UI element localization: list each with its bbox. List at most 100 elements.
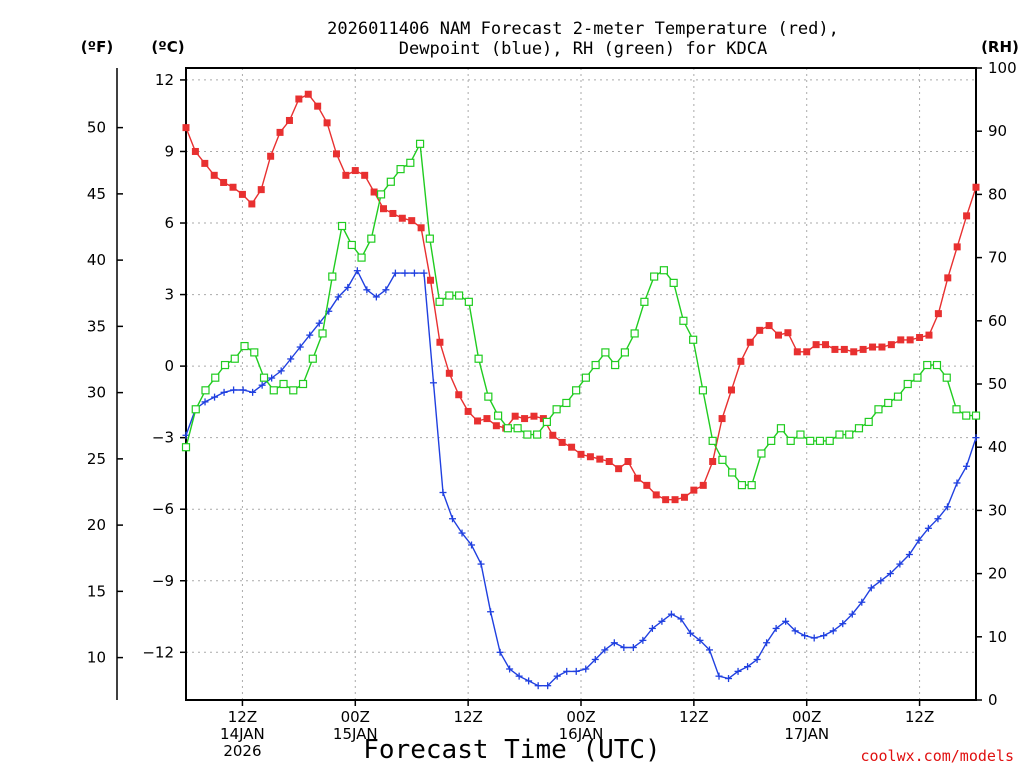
dewpoint-point-5	[230, 386, 238, 394]
rh-point-22	[396, 165, 405, 174]
temperature-point-4	[220, 178, 228, 186]
temperature-point-0	[182, 124, 190, 132]
temperature-point-79	[925, 331, 933, 339]
dewpoint-point-80	[943, 503, 951, 511]
dewpoint-point-42	[582, 665, 590, 673]
dewpoint-point-26	[429, 379, 437, 387]
rh-point-48	[650, 272, 659, 281]
rh-point-19	[367, 234, 376, 243]
dewpoint-point-81	[953, 479, 961, 487]
rh-tick-label-0: 100	[988, 59, 1017, 77]
rh-point-20	[376, 190, 386, 199]
temperature-point-42	[577, 450, 585, 458]
rh-point-78	[942, 373, 951, 382]
credit-text: coolwx.com/models	[860, 747, 1014, 765]
temperature-point-16	[332, 150, 340, 158]
temperature-point-74	[878, 343, 886, 351]
temperature-point-69	[831, 345, 839, 353]
temperature-point-5	[229, 183, 237, 191]
temperature-point-66	[803, 348, 811, 356]
dewpoint-point-47	[629, 644, 637, 652]
dewpoint-point-31	[477, 560, 485, 568]
dewpoint-point-51	[667, 610, 675, 618]
rh-tick-label-4: 60	[988, 312, 1007, 330]
dewpoint-point-57	[725, 675, 733, 683]
dewpoint-point-50	[658, 617, 666, 625]
temperature-point-21	[380, 205, 387, 213]
rh-point-42	[591, 360, 600, 370]
rh-point-1	[191, 405, 200, 414]
dewpoint-point-66	[810, 634, 818, 642]
temperature-point-7	[248, 200, 256, 208]
rh-point-56	[728, 468, 737, 477]
rh-point-72	[884, 398, 893, 408]
dewpoint-point-25	[420, 269, 428, 277]
x-tick-label-0-2: 2026	[223, 742, 261, 760]
rh-point-25	[425, 234, 434, 243]
dewpoint-point-32	[487, 608, 495, 616]
temperature-point-50	[652, 491, 660, 499]
temperature-point-71	[850, 348, 858, 356]
series-dewpoint	[182, 267, 980, 690]
temperature-point-39	[549, 431, 557, 439]
dewpoint-point-82	[962, 462, 970, 470]
temperature-point-13	[304, 90, 312, 98]
temperature-point-63	[775, 331, 782, 339]
rh-point-66	[825, 436, 834, 445]
rh-tick-label-1: 90	[988, 122, 1007, 140]
temperature-point-77	[906, 336, 914, 344]
rh-point-55	[718, 455, 727, 464]
x-tick-label-5-1: 17JAN	[784, 725, 829, 743]
dewpoint-point-0	[182, 431, 190, 439]
temperature-point-73	[869, 343, 877, 351]
fahrenheit-tick-label-5: 25	[87, 450, 106, 468]
dewpoint-point-77	[915, 536, 923, 544]
rh-tick-label-10: 0	[988, 691, 998, 709]
rh-line	[185, 141, 976, 486]
fahrenheit-tick-label-4: 30	[87, 384, 106, 402]
dewpoint-point-55	[705, 646, 713, 654]
celsius-tick-label-6: −6	[152, 500, 174, 518]
rh-point-60	[767, 436, 776, 445]
dewpoint-point-39	[553, 672, 561, 680]
dewpoint-point-52	[677, 615, 685, 623]
dewpoint-point-33	[496, 648, 504, 656]
rh-tick-label-8: 20	[988, 565, 1007, 583]
rh-point-5	[230, 354, 239, 363]
temperature-point-68	[822, 341, 830, 349]
dewpoint-point-22	[391, 269, 399, 277]
rh-point-58	[747, 481, 756, 490]
x-tick-label-5-0: 00Z	[792, 708, 821, 726]
rh-point-54	[708, 436, 717, 445]
dewpoint-point-36	[525, 677, 533, 685]
rh-point-53	[698, 386, 708, 395]
temperature-point-30	[464, 407, 472, 415]
fahrenheit-tick-label-3: 35	[87, 317, 106, 335]
dewpoint-point-63	[782, 617, 790, 625]
dewpoint-point-70	[848, 610, 856, 618]
temperature-point-80	[934, 310, 942, 318]
dewpoint-point-45	[610, 639, 618, 647]
dewpoint-point-43	[591, 655, 599, 663]
dewpoint-point-53	[686, 629, 694, 637]
celsius-tick-label-4: 0	[164, 357, 174, 375]
temperature-point-62	[765, 322, 773, 330]
rh-point-80	[962, 411, 971, 420]
fahrenheit-tick-label-8: 10	[87, 649, 106, 667]
unit-rh: (RH)	[981, 38, 1019, 56]
rh-point-61	[776, 424, 786, 433]
dewpoint-point-28	[449, 515, 457, 523]
celsius-tick-label-5: −3	[152, 429, 174, 447]
rh-point-40	[572, 386, 581, 395]
temperature-point-14	[314, 102, 322, 110]
temperature-point-82	[953, 243, 961, 251]
dewpoint-point-54	[696, 636, 704, 644]
rh-point-2	[201, 386, 210, 395]
temperature-point-75	[887, 341, 895, 349]
temperature-point-76	[897, 336, 905, 344]
dewpoint-point-74	[886, 570, 894, 578]
temperature-point-25	[417, 224, 425, 232]
rh-point-45	[620, 348, 629, 357]
dewpoint-point-21	[382, 286, 390, 294]
